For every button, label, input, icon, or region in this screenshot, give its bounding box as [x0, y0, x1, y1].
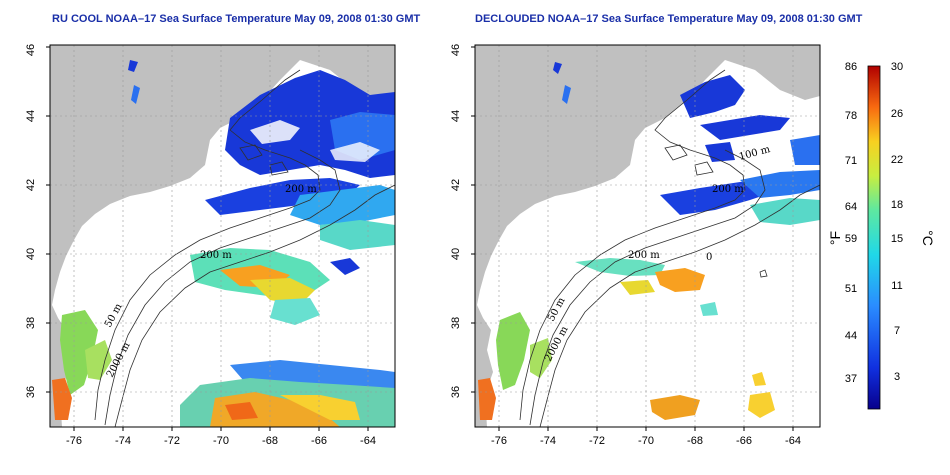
svg-text:26: 26 [891, 108, 903, 120]
sst-coastal [478, 312, 552, 420]
bathymetry-contours [519, 69, 820, 427]
svg-text:200 m: 200 m [200, 250, 232, 261]
svg-text:-74: -74 [115, 435, 131, 447]
sst-shelf-blue [660, 170, 820, 225]
svg-text:44: 44 [450, 110, 462, 122]
svg-text:22: 22 [891, 154, 903, 166]
svg-text:-66: -66 [736, 435, 752, 447]
map-right: DECLOUDED NOAA–17 Sea Surface Temperatur… [450, 13, 863, 447]
svg-text:-64: -64 [360, 435, 376, 447]
svg-text:44: 44 [25, 110, 37, 122]
sst-gulf-stream [180, 360, 395, 427]
svg-text:86: 86 [845, 61, 857, 73]
svg-text:0: 0 [706, 252, 712, 263]
map-left-title: RU COOL NOAA–17 Sea Surface Temperature … [52, 13, 421, 25]
bathymetry-contours [94, 69, 395, 427]
colorbar-gradient [867, 65, 881, 410]
svg-text:44: 44 [845, 330, 857, 342]
svg-text:-76: -76 [66, 435, 82, 447]
colorbar: 86 78 71 64 59 51 44 37 30 26 22 18 15 1… [827, 61, 936, 410]
map-left-y-axis: 36 38 40 42 44 46 [25, 44, 50, 398]
svg-text:18: 18 [891, 199, 903, 211]
svg-text:15: 15 [891, 233, 903, 245]
svg-text:3: 3 [894, 371, 900, 383]
svg-text:42: 42 [25, 179, 37, 191]
svg-text:38: 38 [25, 317, 37, 329]
svg-text:64: 64 [845, 201, 857, 213]
svg-text:40: 40 [450, 248, 462, 260]
svg-text:46: 46 [450, 44, 462, 56]
svg-text:200 m: 200 m [712, 184, 744, 195]
svg-text:200 m: 200 m [285, 184, 317, 195]
svg-text:-74: -74 [540, 435, 556, 447]
colorbar-celsius-ticks: 30 26 22 18 15 11 7 3 [891, 61, 903, 383]
svg-text:-68: -68 [687, 435, 703, 447]
sst-blue-north [553, 62, 820, 165]
svg-text:7: 7 [894, 325, 900, 337]
sst-slope-water [575, 258, 718, 316]
svg-text:37: 37 [845, 373, 857, 385]
svg-text:42: 42 [450, 179, 462, 191]
map-right-title: DECLOUDED NOAA–17 Sea Surface Temperatur… [475, 13, 863, 25]
svg-text:-66: -66 [311, 435, 327, 447]
svg-text:38: 38 [450, 317, 462, 329]
svg-text:-72: -72 [589, 435, 605, 447]
map-right-y-axis: 36 38 40 42 44 46 [450, 44, 475, 398]
svg-text:-68: -68 [262, 435, 278, 447]
svg-text:36: 36 [450, 386, 462, 398]
svg-text:-64: -64 [785, 435, 801, 447]
map-right-grid [475, 45, 820, 427]
land-nova-scotia [725, 45, 820, 100]
sst-coastal [52, 310, 112, 420]
colorbar-fahrenheit-ticks: 86 78 71 64 59 51 44 37 [845, 61, 857, 385]
svg-text:200 m: 200 m [628, 250, 660, 261]
map-right-x-axis: -76 -74 -72 -70 -68 -66 -64 [491, 427, 801, 447]
sst-slope-water [190, 248, 360, 325]
svg-text:59: 59 [845, 233, 857, 245]
svg-text:71: 71 [845, 155, 857, 167]
sst-shelf-blue [205, 178, 395, 250]
sst-gulf-stream [650, 372, 775, 420]
svg-text:-76: -76 [491, 435, 507, 447]
colorbar-fahrenheit-label: °F [827, 231, 843, 245]
svg-text:46: 46 [25, 44, 37, 56]
land-mass [50, 45, 395, 427]
map-left-frame [49, 44, 396, 428]
svg-text:36: 36 [25, 386, 37, 398]
svg-text:30: 30 [891, 61, 903, 73]
land-mass [475, 45, 820, 427]
map-left-grid [50, 45, 395, 427]
land-nova-scotia [300, 45, 395, 100]
map-left-x-axis: -76 -74 -72 -70 -68 -66 -64 [66, 427, 376, 447]
svg-text:-70: -70 [638, 435, 654, 447]
svg-text:11: 11 [891, 280, 902, 292]
map-right-frame [474, 44, 821, 428]
map-left: RU COOL NOAA–17 Sea Surface Temperature … [25, 13, 421, 447]
svg-text:78: 78 [845, 110, 857, 122]
svg-text:-70: -70 [213, 435, 229, 447]
svg-text:40: 40 [25, 248, 37, 260]
colorbar-celsius-label: °C [920, 230, 936, 246]
svg-text:-72: -72 [164, 435, 180, 447]
svg-text:51: 51 [845, 283, 857, 295]
